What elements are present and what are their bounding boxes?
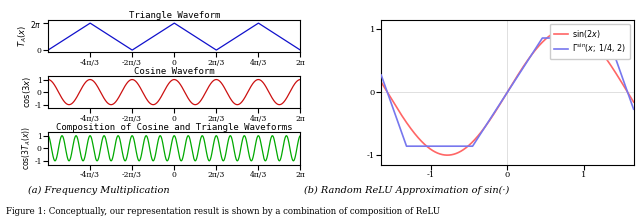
Legend: $\sin(2x)$, $\Gamma^{\mathrm{sin}}(x;\,1/4,\,2)$: $\sin(2x)$, $\Gamma^{\mathrm{sin}}(x;\,1…	[550, 24, 630, 59]
$\sin(2x)$	[378, 81, 385, 83]
$\sin(2x)$	[444, 154, 451, 157]
Title: Cosine Waveform: Cosine Waveform	[134, 67, 214, 76]
$\Gamma^{\mathrm{sin}}(x;\,1/4,\,2)$	[406, 145, 414, 148]
Text: (b) Random ReLU Approximation of sin(·): (b) Random ReLU Approximation of sin(·)	[304, 186, 509, 195]
$\Gamma^{\mathrm{sin}}(x;\,1/4,\,2)$	[403, 145, 410, 148]
$\sin(2x)$	[625, 93, 633, 95]
$\Gamma^{\mathrm{sin}}(x;\,1/4,\,2)$	[630, 108, 637, 111]
$\sin(2x)$	[564, 28, 572, 30]
$\sin(2x)$	[630, 101, 637, 103]
Title: Composition of Cosine and Triangle Waveforms: Composition of Cosine and Triangle Wavef…	[56, 123, 292, 132]
$\Gamma^{\mathrm{sin}}(x;\,1/4,\,2)$	[485, 119, 493, 122]
Title: Triangle Waveform: Triangle Waveform	[129, 10, 220, 20]
$\sin(2x)$	[406, 126, 414, 129]
Y-axis label: $\cos(3x)$: $\cos(3x)$	[21, 76, 33, 108]
$\Gamma^{\mathrm{sin}}(x;\,1/4,\,2)$	[625, 94, 633, 97]
Line: $\sin(2x)$: $\sin(2x)$	[381, 29, 634, 155]
$\sin(2x)$	[474, 135, 482, 137]
Text: (a) Frequency Multiplication: (a) Frequency Multiplication	[28, 186, 170, 195]
Line: $\Gamma^{\mathrm{sin}}(x;\,1/4,\,2)$: $\Gamma^{\mathrm{sin}}(x;\,1/4,\,2)$	[381, 38, 634, 146]
Text: Figure 1: Conceptually, our representation result is shown by a combination of c: Figure 1: Conceptually, our representati…	[6, 207, 440, 216]
Y-axis label: $T_A(x)$: $T_A(x)$	[17, 25, 29, 47]
$\sin(2x)$	[485, 120, 493, 123]
$\sin(2x)$	[421, 143, 429, 146]
$\Gamma^{\mathrm{sin}}(x;\,1/4,\,2)$	[421, 145, 429, 148]
$\sin(2x)$	[598, 51, 605, 54]
$\Gamma^{\mathrm{sin}}(x;\,1/4,\,2)$	[474, 136, 482, 139]
$\Gamma^{\mathrm{sin}}(x;\,1/4,\,2)$	[538, 37, 546, 39]
Y-axis label: $\cos(3T_A(x))$: $\cos(3T_A(x))$	[20, 126, 33, 170]
$\Gamma^{\mathrm{sin}}(x;\,1/4,\,2)$	[378, 74, 385, 76]
$\Gamma^{\mathrm{sin}}(x;\,1/4,\,2)$	[598, 37, 605, 39]
